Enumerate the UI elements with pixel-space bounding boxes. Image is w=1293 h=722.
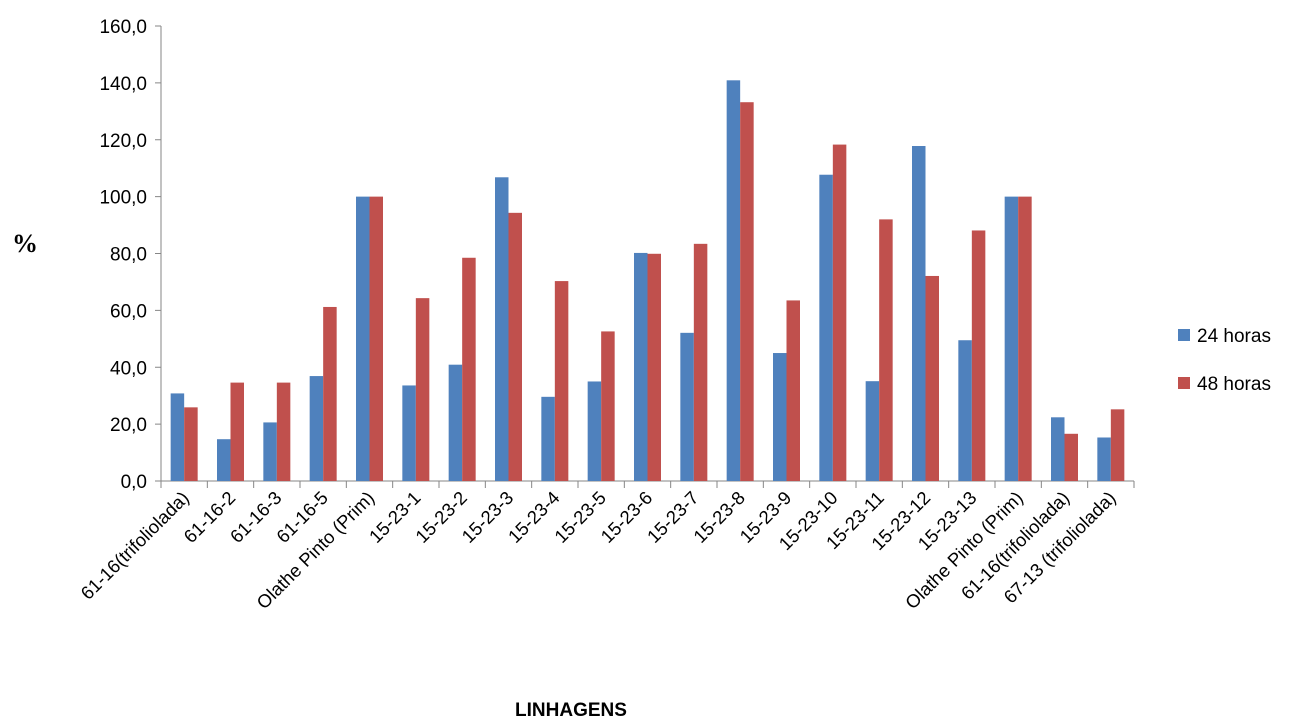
bar-24-horas <box>912 146 926 481</box>
bar-24-horas <box>680 332 694 481</box>
bar-24-horas <box>495 177 509 481</box>
bar-24-horas <box>773 353 787 481</box>
bar-24-horas <box>402 385 416 481</box>
y-tick-label: 120,0 <box>99 131 147 152</box>
legend-swatch-24-horas <box>1178 329 1190 341</box>
bar-48-horas <box>925 275 939 481</box>
y-tick-label: 0,0 <box>121 472 147 493</box>
legend: 24 horas 48 horas <box>1178 326 1271 395</box>
bar-24-horas <box>865 381 880 481</box>
legend-label-48-horas: 48 horas <box>1197 374 1271 395</box>
bar-48-horas <box>1064 433 1078 481</box>
y-tick-label: 60,0 <box>110 301 147 322</box>
y-tick-label: 80,0 <box>110 245 147 266</box>
legend-label-24-horas: 24 horas <box>1197 326 1271 347</box>
bar-48-horas <box>276 382 291 481</box>
bar-24-horas <box>587 381 602 481</box>
y-tick-label: 160,0 <box>99 17 147 38</box>
bar-24-horas <box>263 422 277 481</box>
bar-48-horas <box>369 196 383 481</box>
bar-48-horas <box>230 382 244 481</box>
bar-24-horas <box>958 340 972 481</box>
bar-48-horas <box>323 306 337 481</box>
y-axis: 0,0 20,0 40,0 60,0 80,0 100,0 120,0 140,0 160,0 <box>99 17 162 493</box>
bar-48-horas <box>601 331 615 481</box>
y-axis-title: % <box>12 229 38 258</box>
y-tick-label: 100,0 <box>99 188 147 209</box>
bar-48-horas <box>415 298 430 481</box>
bar-48-horas <box>647 253 661 481</box>
x-axis <box>160 480 1135 488</box>
legend-swatch-48-horas <box>1178 377 1190 389</box>
x-axis-title: LINHAGENS <box>515 700 627 721</box>
bar-24-horas <box>634 252 648 481</box>
bars <box>170 80 1125 482</box>
bar-24-horas <box>309 376 324 481</box>
bar-24-horas <box>1097 437 1111 481</box>
bar-24-horas <box>1051 417 1065 481</box>
bar-24-horas <box>726 80 741 482</box>
y-tick-label: 20,0 <box>110 415 147 436</box>
category-labels: 61-16(trifoliolada)61-16-261-16-361-16-5… <box>76 487 1119 613</box>
bar-48-horas <box>786 300 800 481</box>
bar-24-horas <box>356 196 370 481</box>
bar-48-horas <box>554 281 569 481</box>
bar-24-horas <box>819 174 833 481</box>
bar-48-horas <box>462 257 476 481</box>
bar-48-horas <box>740 102 754 482</box>
y-tick-label: 40,0 <box>110 358 147 379</box>
bar-24-horas <box>541 396 555 481</box>
bar-24-horas <box>217 439 231 481</box>
bar-48-horas <box>1110 409 1125 481</box>
bar-48-horas <box>879 219 893 481</box>
bar-48-horas <box>693 243 708 481</box>
bar-48-horas <box>184 407 198 481</box>
bar-48-horas <box>1018 196 1032 481</box>
bar-24-horas <box>1004 196 1019 481</box>
bar-24-horas <box>170 393 185 481</box>
x-tick-label: 61-16(trifoliolada) <box>76 487 193 604</box>
bar-24-horas <box>448 364 463 481</box>
bar-48-horas <box>508 212 522 481</box>
bar-48-horas <box>971 230 986 481</box>
bar-48-horas <box>832 144 847 481</box>
y-tick-label: 140,0 <box>99 74 147 95</box>
